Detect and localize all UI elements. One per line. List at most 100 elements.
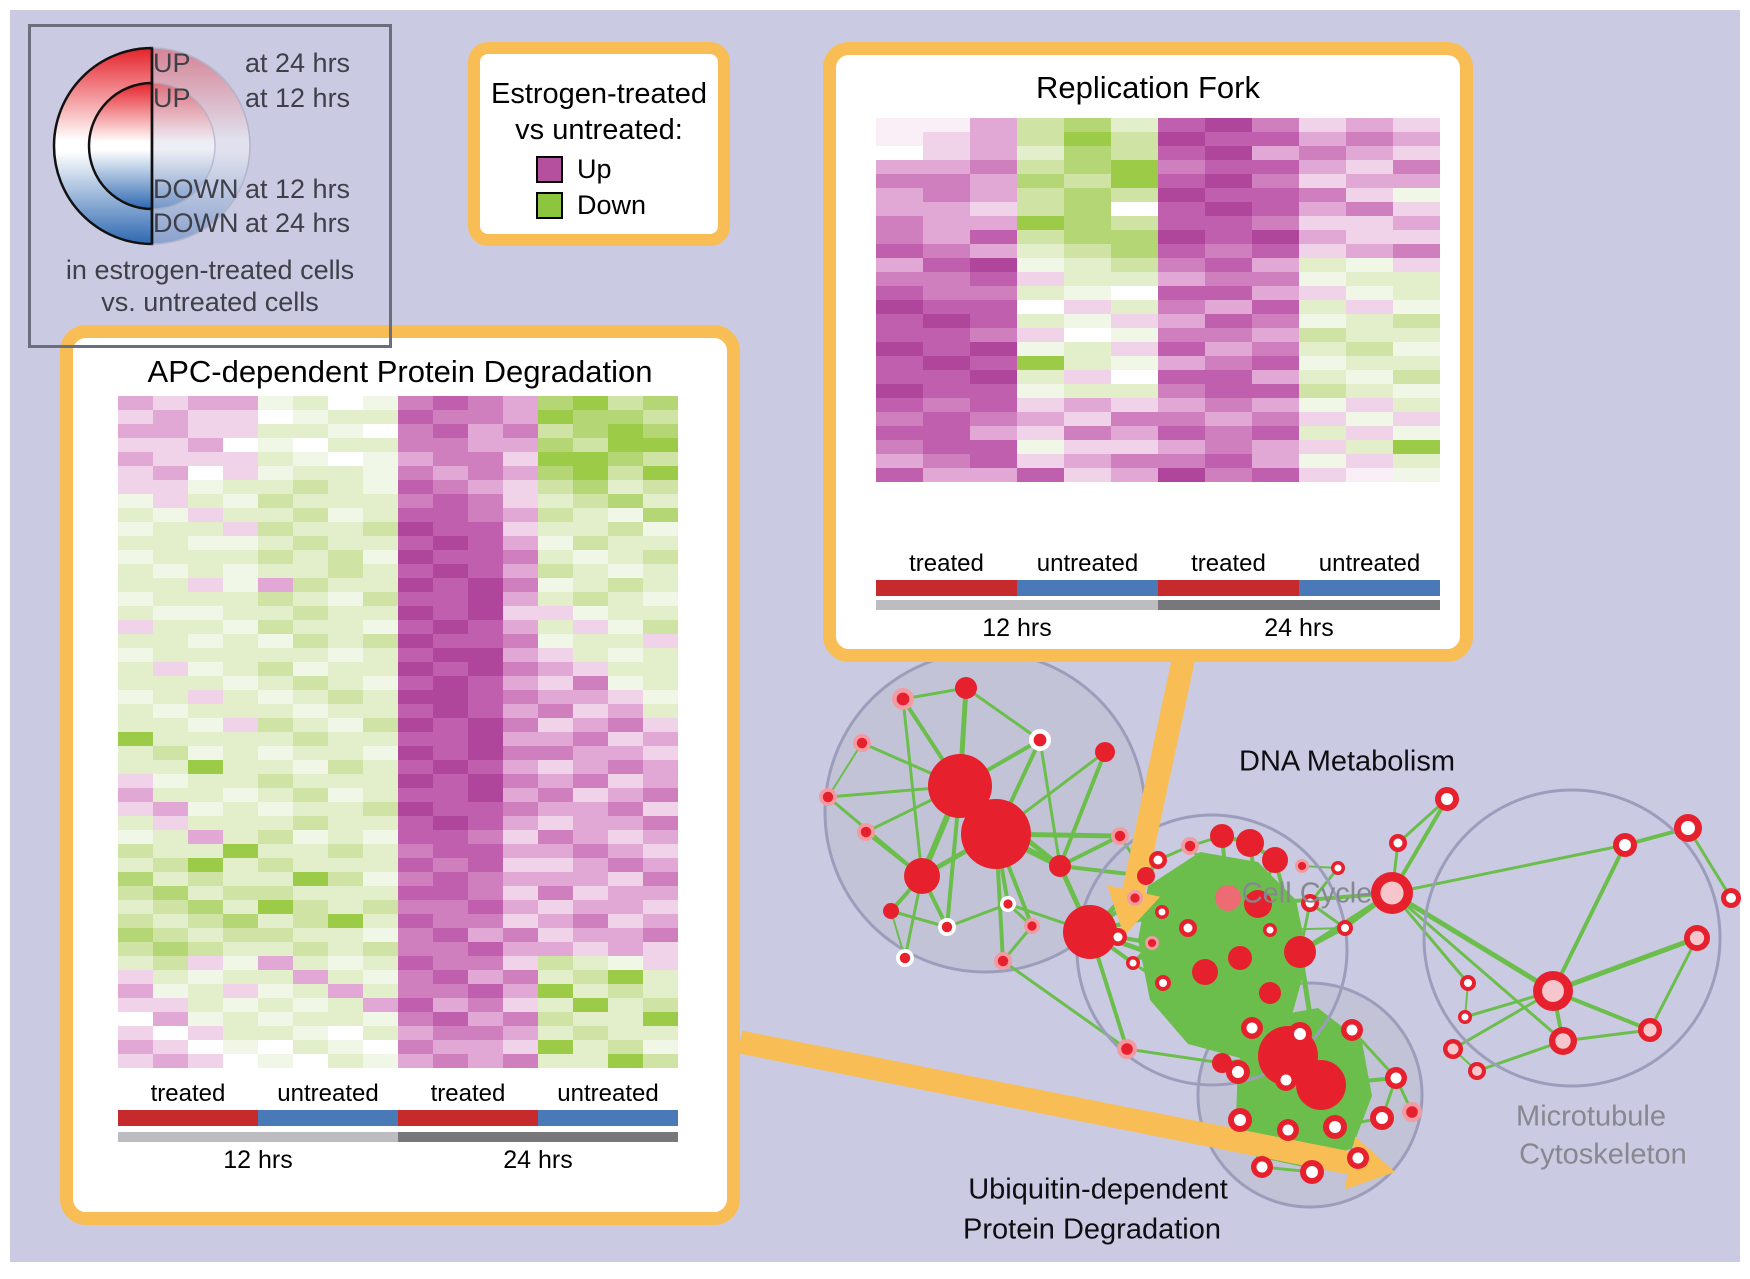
heatmap-cell bbox=[188, 606, 223, 620]
down-label: Down bbox=[577, 190, 647, 220]
network-node-core bbox=[997, 955, 1009, 967]
heatmap-cell bbox=[258, 760, 293, 774]
heatmap-cell bbox=[538, 872, 573, 886]
heatmap-cell bbox=[538, 648, 573, 662]
heatmap-cell bbox=[223, 760, 258, 774]
heatmap-cell bbox=[118, 914, 153, 928]
heatmap-cell bbox=[1346, 314, 1393, 328]
heatmap-cell bbox=[538, 788, 573, 802]
heatmap-cell bbox=[970, 118, 1017, 132]
condition-label: untreated bbox=[1036, 550, 1139, 577]
heatmap-cell bbox=[1205, 146, 1252, 160]
heatmap-cell bbox=[328, 480, 363, 494]
heatmap-cell bbox=[258, 802, 293, 816]
heatmap-cell bbox=[223, 564, 258, 578]
heatmap-cell bbox=[468, 1040, 503, 1054]
heatmap-cell bbox=[643, 620, 678, 634]
rf-condition-bar bbox=[876, 580, 1440, 596]
heatmap-cell bbox=[153, 494, 188, 508]
heatmap-cell bbox=[398, 522, 433, 536]
heatmap-cell bbox=[573, 802, 608, 816]
heatmap-cell bbox=[433, 900, 468, 914]
heatmap-cell bbox=[1158, 468, 1205, 482]
heatmap-cell bbox=[258, 508, 293, 522]
condition-bar-segment bbox=[538, 1110, 678, 1126]
heatmap-cell bbox=[503, 970, 538, 984]
heatmap-cell bbox=[188, 438, 223, 452]
heatmap-cell bbox=[223, 998, 258, 1012]
heatmap-cell bbox=[1393, 146, 1440, 160]
time-bar-segment bbox=[118, 1132, 398, 1142]
heatmap-cell bbox=[573, 844, 608, 858]
heatmap-cell bbox=[328, 802, 363, 816]
heatmap-cell bbox=[573, 704, 608, 718]
heatmap-cell bbox=[1064, 426, 1111, 440]
heatmap-cell bbox=[188, 1054, 223, 1068]
heatmap-cell bbox=[923, 398, 970, 412]
heatmap-cell bbox=[1393, 300, 1440, 314]
network-node-core bbox=[1341, 924, 1349, 932]
heatmap-cell bbox=[223, 634, 258, 648]
heatmap-cell bbox=[118, 732, 153, 746]
heatmap-cell bbox=[876, 272, 923, 286]
heatmap-cell bbox=[363, 424, 398, 438]
heatmap-cell bbox=[1393, 118, 1440, 132]
heatmap-cell bbox=[433, 410, 468, 424]
heatmap-cell bbox=[153, 424, 188, 438]
heatmap-cell bbox=[1346, 468, 1393, 482]
heatmap-cell bbox=[1111, 398, 1158, 412]
network-svg bbox=[737, 649, 1741, 1209]
heatmap-cell bbox=[118, 410, 153, 424]
heatmap-cell bbox=[1064, 314, 1111, 328]
heatmap-cell bbox=[328, 816, 363, 830]
heatmap-cell bbox=[1111, 286, 1158, 300]
heatmap-cell bbox=[923, 216, 970, 230]
heatmap-cell bbox=[258, 634, 293, 648]
network-node bbox=[1284, 936, 1316, 968]
heatmap-cell bbox=[468, 830, 503, 844]
heatmap-cell bbox=[223, 508, 258, 522]
heatmap-cell bbox=[1393, 426, 1440, 440]
heatmap-cell bbox=[503, 1012, 538, 1026]
heatmap-cell bbox=[468, 746, 503, 760]
heatmap-cell bbox=[363, 564, 398, 578]
heatmap-cell bbox=[153, 1026, 188, 1040]
heatmap-cell bbox=[538, 802, 573, 816]
heatmap-cell bbox=[153, 648, 188, 662]
heatmap-cell bbox=[1205, 398, 1252, 412]
heatmap-cell bbox=[643, 1012, 678, 1026]
heatmap-cell bbox=[433, 522, 468, 536]
heatmap-cell bbox=[1252, 426, 1299, 440]
heatmap-cell bbox=[923, 286, 970, 300]
heatmap-cell bbox=[1158, 118, 1205, 132]
heatmap-cell bbox=[398, 396, 433, 410]
heatmap-cell bbox=[258, 466, 293, 480]
network-node-core bbox=[1121, 1043, 1133, 1055]
network-edge bbox=[827, 742, 863, 798]
heatmap-cell bbox=[328, 732, 363, 746]
heatmap-cell bbox=[1158, 300, 1205, 314]
heatmap-cell bbox=[643, 410, 678, 424]
heatmap-cell bbox=[328, 844, 363, 858]
heatmap-cell bbox=[118, 480, 153, 494]
heatmap-cell bbox=[468, 606, 503, 620]
heatmap-cell bbox=[1299, 468, 1346, 482]
heatmap-cell bbox=[573, 900, 608, 914]
heatmap-cell bbox=[118, 1054, 153, 1068]
heatmap-cell bbox=[363, 522, 398, 536]
heatmap-cell bbox=[876, 202, 923, 216]
heatmap-cell bbox=[258, 536, 293, 550]
ring-up12-time: at 12 hrs bbox=[245, 83, 351, 113]
heatmap-cell bbox=[1111, 440, 1158, 454]
heatmap-cell bbox=[1252, 342, 1299, 356]
heatmap-cell bbox=[328, 438, 363, 452]
heatmap-cell bbox=[118, 536, 153, 550]
heatmap-cell bbox=[293, 1012, 328, 1026]
heatmap-cell bbox=[1393, 384, 1440, 398]
heatmap-cell bbox=[363, 970, 398, 984]
heatmap-cell bbox=[363, 1026, 398, 1040]
network-node bbox=[1192, 959, 1218, 985]
heatmap-cell bbox=[1299, 300, 1346, 314]
heatmap-cell bbox=[876, 314, 923, 328]
heatmap-cell bbox=[538, 984, 573, 998]
